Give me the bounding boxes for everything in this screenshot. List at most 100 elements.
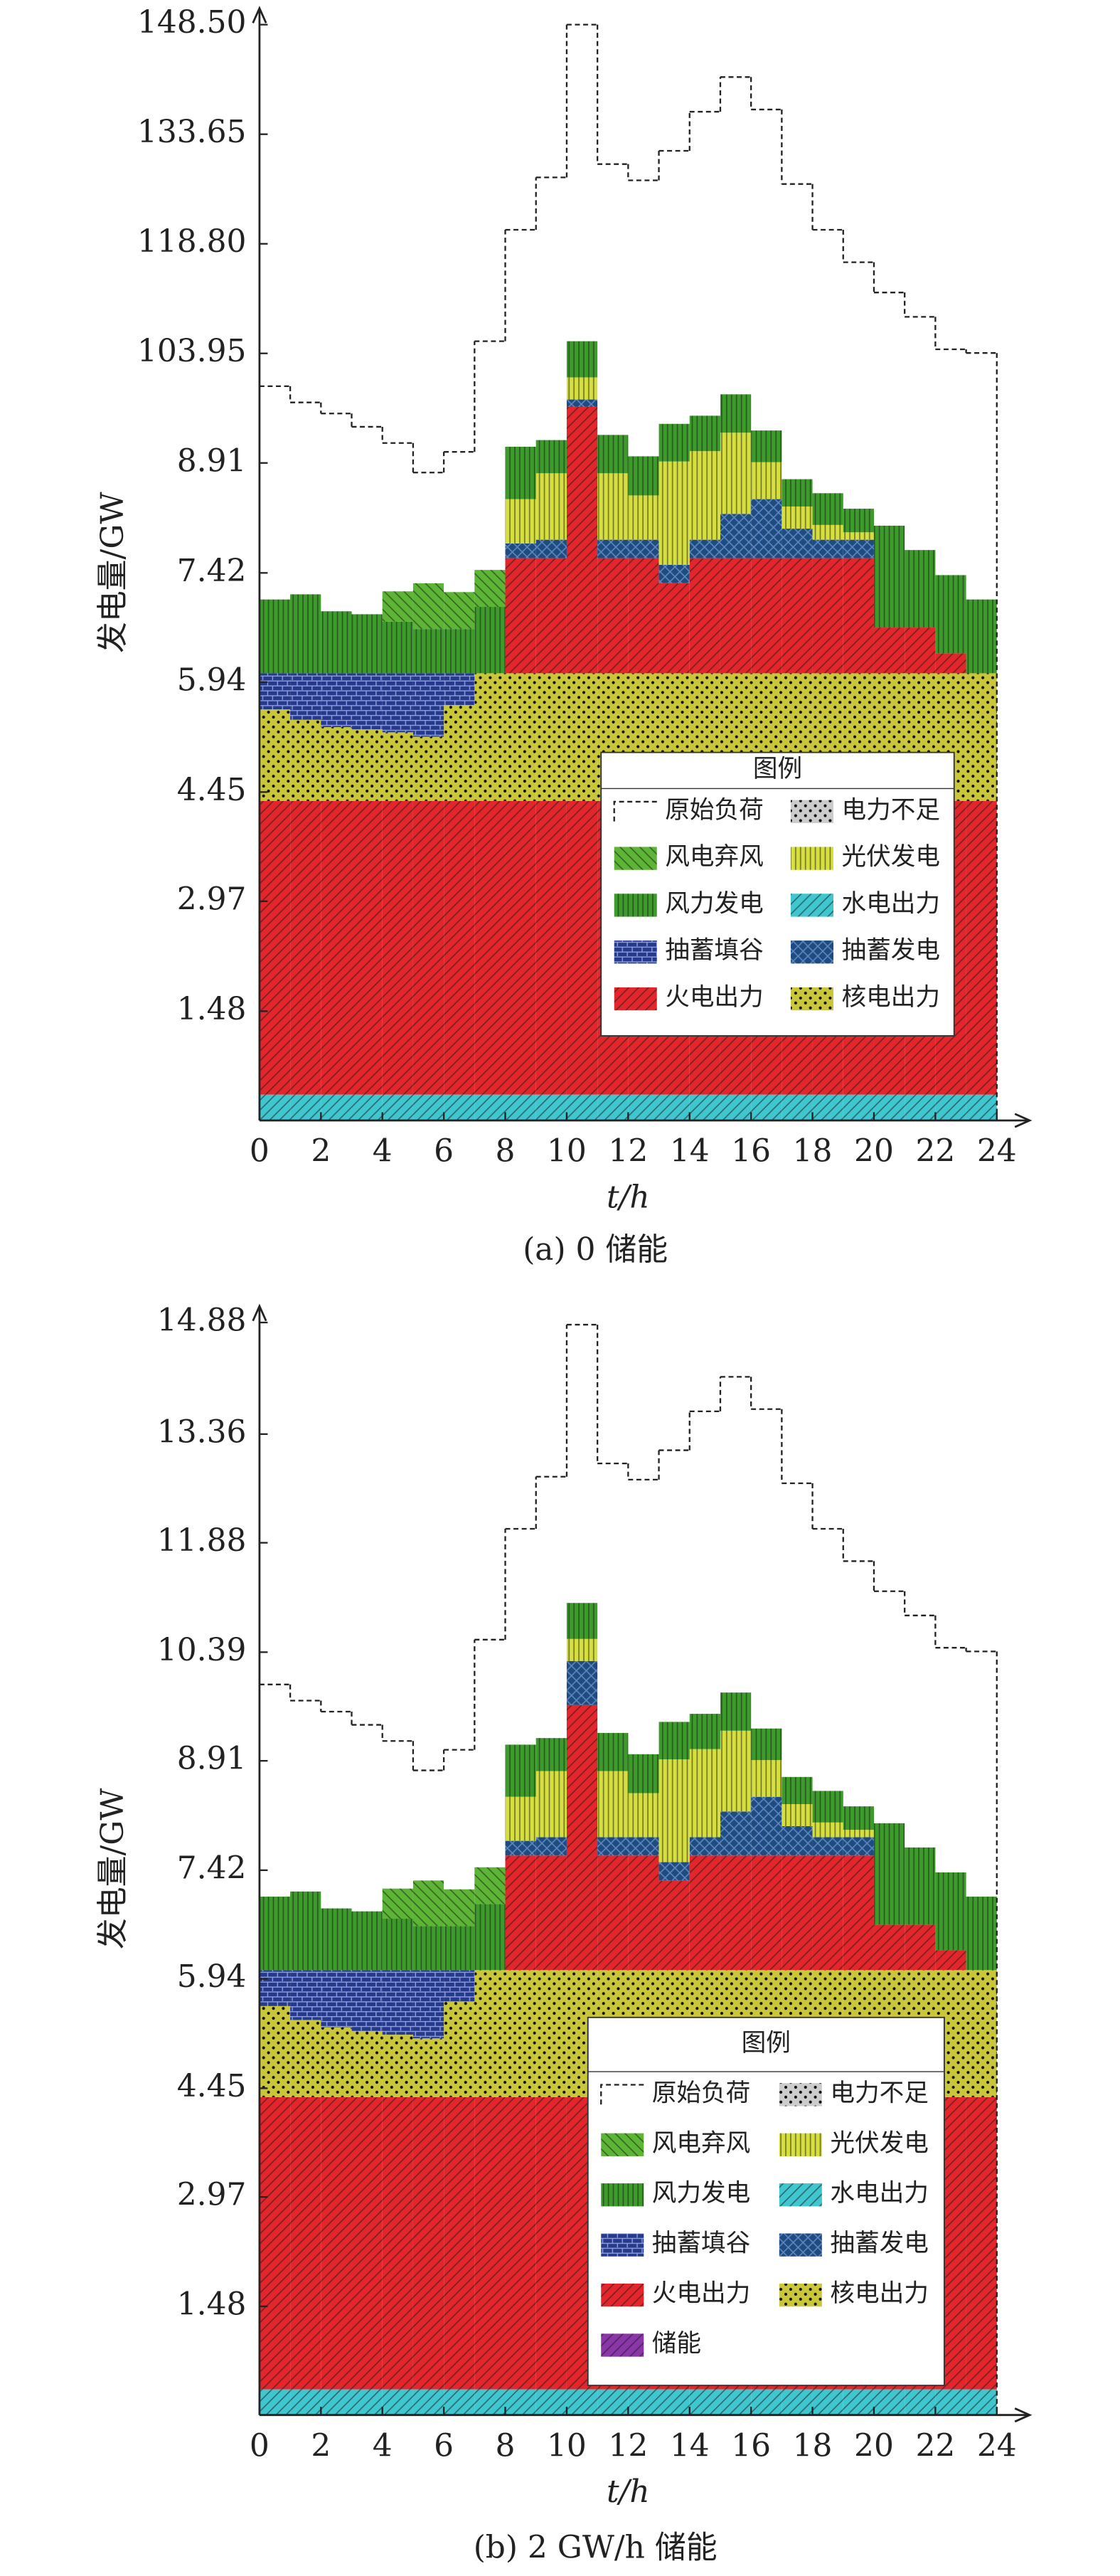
- legend-box: [600, 751, 955, 1037]
- y-axis-label: 发电量/GW: [95, 1788, 131, 1949]
- stack-segment: [689, 451, 720, 540]
- stack-segment: [444, 1889, 475, 1926]
- x-tick-label: 8: [496, 2427, 516, 2464]
- x-tick-label: 2: [311, 1133, 331, 1170]
- x-tick-label: 6: [434, 1133, 454, 1170]
- legend-label: 核电出力: [830, 2279, 929, 2308]
- stack-segment: [351, 1970, 383, 2031]
- stack-segment: [321, 673, 352, 728]
- stack-segment: [597, 2389, 629, 2415]
- legend-label: 水电出力: [830, 2179, 929, 2207]
- stack-segment: [628, 539, 659, 558]
- stack-segment: [873, 525, 905, 628]
- stack-segment: [412, 1926, 444, 1971]
- stack-segment: [290, 594, 321, 674]
- stack-segment: [966, 1094, 997, 1120]
- legend-swatch: [779, 2083, 822, 2106]
- stack-segment: [782, 1776, 813, 1805]
- stack-segment: [597, 435, 629, 474]
- stack-segment: [689, 539, 720, 558]
- stack-segment: [474, 673, 506, 801]
- legend-swatch: [790, 987, 834, 1011]
- stack-segment: [444, 1926, 475, 1971]
- stack-segment: [566, 1094, 598, 1120]
- legend-label: 储能: [652, 2330, 701, 2358]
- stack-segment: [259, 2389, 291, 2415]
- stack-segment: [259, 599, 291, 674]
- stack-segment: [935, 2389, 966, 2415]
- legend-swatch: [601, 2333, 644, 2357]
- stack-segment: [382, 621, 413, 674]
- legend-label: 风电弃风: [665, 843, 764, 871]
- stack-segment: [535, 1970, 567, 2097]
- x-tick-label: 22: [915, 2427, 955, 2464]
- x-tick-label: 14: [670, 2427, 710, 2464]
- stack-segment: [843, 539, 874, 558]
- stack-segment: [321, 1094, 352, 1120]
- y-tick-label: 14.88: [157, 1302, 247, 1338]
- stack-segment: [505, 543, 536, 558]
- stack-segment: [782, 1825, 813, 1856]
- stack-segment: [843, 2389, 874, 2415]
- y-tick-label: 13.36: [157, 1414, 247, 1450]
- stack-segment: [782, 479, 813, 507]
- x-tick-label: 22: [915, 1133, 955, 1170]
- legend-label: 原始负荷: [652, 2079, 751, 2107]
- stack-segment: [720, 433, 752, 514]
- stack-segment: [782, 1804, 813, 1826]
- stack-segment: [751, 499, 782, 558]
- stack-segment: [597, 558, 629, 674]
- stack-segment: [412, 800, 444, 1095]
- legend-swatch: [779, 2283, 822, 2307]
- legend-label: 核电出力: [842, 983, 941, 1012]
- stack-segment: [658, 423, 690, 462]
- stack-segment: [597, 473, 629, 540]
- x-tick-label: 10: [547, 1133, 587, 1170]
- y-tick-label: 4.45: [177, 772, 247, 808]
- y-axis-arrow: [252, 1303, 267, 1322]
- stack-segment: [566, 341, 598, 378]
- stack-segment: [782, 1855, 813, 1971]
- stack-segment: [474, 800, 506, 1095]
- x-tick-label: 18: [793, 1133, 833, 1170]
- stack-segment: [351, 2030, 383, 2097]
- stack-segment: [444, 2097, 475, 2390]
- stack-segment: [751, 430, 782, 462]
- stack-segment: [505, 499, 536, 544]
- stack-segment: [382, 1888, 413, 1919]
- legend-swatch: [601, 2183, 644, 2207]
- stack-segment: [566, 1705, 598, 1971]
- stack-segment: [812, 1855, 843, 1971]
- x-tick-label: 24: [977, 1133, 1017, 1170]
- stack-segment: [505, 1855, 536, 1971]
- stack-segment: [444, 592, 475, 630]
- stack-segment: [505, 1840, 536, 1856]
- y-tick-label: 7.42: [177, 553, 247, 589]
- y-tick-label: 8.91: [177, 1741, 247, 1777]
- legend-swatch: [790, 940, 834, 964]
- stack-segment: [474, 1970, 506, 2097]
- stack-segment: [412, 2097, 444, 2390]
- stack-segment: [321, 2389, 352, 2415]
- stack-segment: [290, 1891, 321, 1971]
- x-tick-label: 24: [977, 2427, 1017, 2464]
- legend-swatch: [779, 2133, 822, 2156]
- stack-segment: [382, 732, 413, 801]
- stack-segment: [382, 1970, 413, 2035]
- stack-segment: [259, 1897, 291, 1971]
- y-tick-label: 1.48: [177, 2286, 247, 2322]
- legend-label: 抽蓄填谷: [652, 2230, 751, 2258]
- stack-segment: [382, 1094, 413, 1120]
- stack-segment: [689, 1094, 720, 1120]
- stack-segment: [720, 2389, 752, 2415]
- legend-label: 风电弃风: [652, 2129, 751, 2158]
- stack-segment: [689, 558, 720, 674]
- legend-swatch: [790, 894, 834, 917]
- stack-segment: [290, 2389, 321, 2415]
- stack-segment: [566, 1638, 598, 1661]
- stack-segment: [658, 1862, 690, 1881]
- stack-segment: [412, 736, 444, 801]
- stack-segment: [474, 2097, 506, 2390]
- y-tick-label: 2.97: [177, 881, 247, 917]
- stack-segment: [351, 1911, 383, 1971]
